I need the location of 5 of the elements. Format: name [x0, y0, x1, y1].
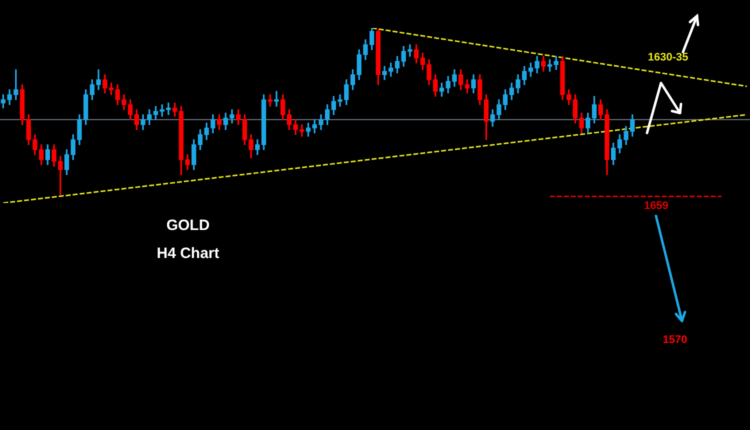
series-label: 1659 — [644, 200, 668, 212]
text: 1570 — [662, 334, 688, 346]
text: GOLD — [166, 217, 210, 234]
series-label: 1630-35 — [648, 52, 688, 64]
text: H4 Chart — [156, 245, 220, 262]
